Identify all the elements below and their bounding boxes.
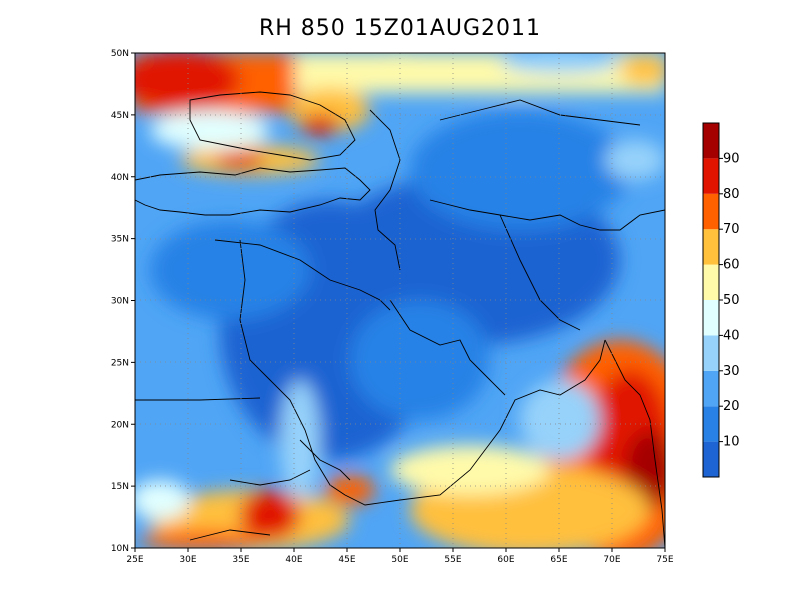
y-tick-label: 30N <box>111 297 129 307</box>
x-tick-label: 45E <box>338 555 355 565</box>
colorbar-label: 80 <box>723 187 740 202</box>
x-tick-label: 75E <box>656 555 673 565</box>
y-tick-label: 40N <box>111 173 129 183</box>
axis-ticks: 25E 30E 35E 40E 45E 50E 55E 60E 65E 70E 75E 10N 15N 2… <box>111 49 674 565</box>
map-title: RH 850 15Z01AUG2011 <box>258 16 542 41</box>
colorbar-label: 70 <box>723 222 740 237</box>
colorbar-swatch <box>703 406 719 442</box>
colorbar-label: 60 <box>723 258 740 273</box>
y-tick-label: 35N <box>111 235 129 245</box>
x-tick-label: 55E <box>444 555 461 565</box>
y-tick-label: 15N <box>111 482 129 492</box>
colorbar-swatch <box>703 441 719 477</box>
x-tick-label: 25E <box>126 555 143 565</box>
humidity-field <box>135 53 665 548</box>
x-tick-label: 70E <box>603 555 620 565</box>
colorbar-label: 40 <box>723 328 740 343</box>
colorbar-swatch <box>703 264 719 300</box>
colorbar-label: 20 <box>723 399 740 414</box>
x-tick-label: 60E <box>497 555 514 565</box>
x-tick-label: 30E <box>179 555 196 565</box>
x-tick-label: 35E <box>232 555 249 565</box>
colorbar-swatch <box>703 229 719 265</box>
gridlines <box>135 53 665 548</box>
colorbar-label: 30 <box>723 364 740 379</box>
colorbar-swatch <box>703 300 719 336</box>
y-tick-label: 45N <box>111 111 129 121</box>
colorbar-label: 90 <box>723 151 740 166</box>
y-tick-label: 20N <box>111 420 129 430</box>
y-tick-label: 25N <box>111 358 129 368</box>
colorbar-swatch <box>703 123 719 159</box>
colorbar-swatch <box>703 370 719 407</box>
x-tick-label: 40E <box>285 555 302 565</box>
colorbar-label: 10 <box>723 435 740 450</box>
colorbar: 10 20 30 40 50 60 70 80 90 <box>702 122 740 478</box>
colorbar-swatch <box>703 335 719 371</box>
colorbar-label: 50 <box>723 293 740 308</box>
x-tick-label: 65E <box>550 555 567 565</box>
y-tick-label: 10N <box>111 544 129 554</box>
colorbar-swatch <box>703 193 719 230</box>
x-tick-label: 50E <box>391 555 408 565</box>
y-tick-label: 50N <box>111 49 129 59</box>
colorbar-swatch <box>703 158 719 194</box>
